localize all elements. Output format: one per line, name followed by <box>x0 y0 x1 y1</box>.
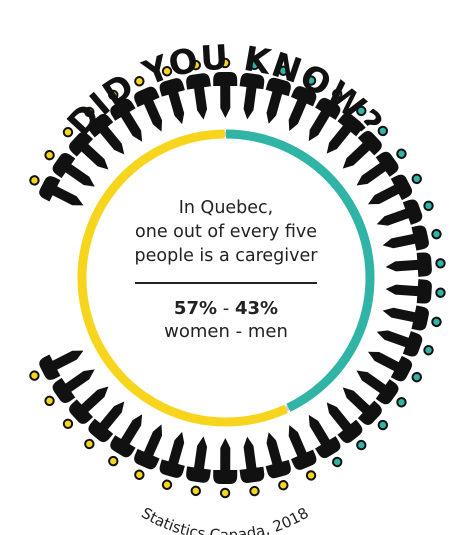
men-arc <box>225 129 375 412</box>
person-icon <box>62 386 109 429</box>
person-icon <box>186 59 211 120</box>
women-arc <box>77 129 289 427</box>
person-icon <box>62 127 109 170</box>
person-icon <box>342 387 389 431</box>
person-icon <box>44 369 95 407</box>
person-icon <box>29 350 84 381</box>
person-icon <box>288 75 317 132</box>
person-icon <box>288 424 317 481</box>
stat-labels: women - men <box>164 320 288 342</box>
person-icon <box>385 252 446 277</box>
body-line-3: people is a caregiver <box>134 246 318 266</box>
person-icon <box>382 225 442 251</box>
person-icon <box>239 436 265 497</box>
person-icon <box>186 436 211 497</box>
person-icon <box>108 89 143 142</box>
person-icon <box>239 59 265 120</box>
person-icon <box>134 76 163 132</box>
person-icon <box>308 414 343 468</box>
person-icon <box>326 105 367 154</box>
divider <box>135 282 317 284</box>
men-percent: 43% <box>234 297 279 319</box>
stat-separator: - <box>217 297 235 319</box>
stat-percentages: 57% - 43% <box>126 297 326 321</box>
person-icon <box>159 66 185 125</box>
person-icon <box>213 437 238 499</box>
person-icon <box>308 88 343 142</box>
person-icon <box>356 370 407 408</box>
person-icon <box>376 330 434 357</box>
person-icon <box>326 402 367 451</box>
person-icon <box>367 351 422 383</box>
person-icon <box>44 149 95 187</box>
source-caption: Statistics Canada, 2018 <box>138 504 312 535</box>
people-ring <box>29 57 446 499</box>
person-icon <box>342 125 389 169</box>
person-icon <box>84 401 125 450</box>
women-percent: 57% <box>173 297 218 319</box>
person-icon <box>84 106 125 155</box>
person-icon <box>159 431 185 490</box>
person-icon <box>385 279 446 304</box>
body-line-1: In Quebec, <box>178 198 274 218</box>
person-icon <box>367 173 422 205</box>
person-icon <box>29 175 84 206</box>
person-icon <box>356 148 407 186</box>
center-text: In Quebec, one out of every five people … <box>126 196 326 343</box>
person-icon <box>265 65 291 124</box>
person-icon <box>382 305 442 331</box>
person-icon <box>108 414 143 467</box>
body-line-2: one out of every five <box>135 222 317 242</box>
person-icon <box>213 57 238 119</box>
person-icon <box>265 432 291 491</box>
person-icon <box>376 199 434 226</box>
person-icon <box>134 424 163 480</box>
